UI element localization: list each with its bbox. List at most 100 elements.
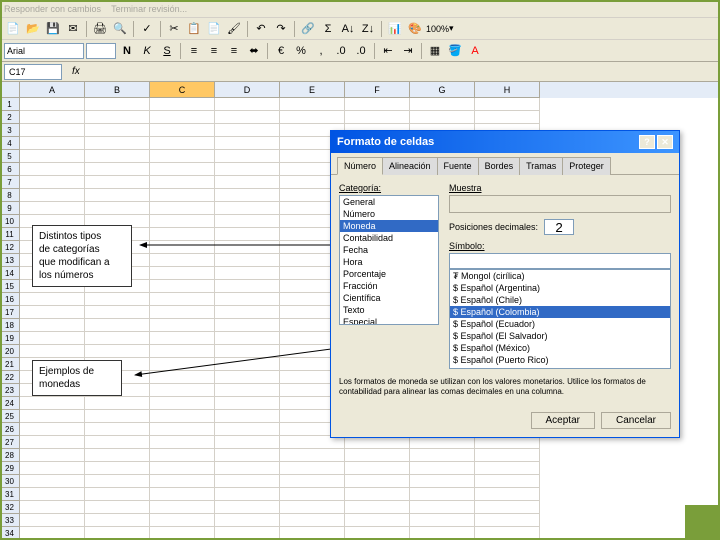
decimal-inc-icon[interactable]: .0	[332, 42, 350, 60]
cell[interactable]	[85, 202, 150, 215]
row-header[interactable]: 24	[0, 397, 20, 410]
symbol-dropdown[interactable]	[449, 253, 671, 269]
cell[interactable]	[475, 527, 540, 540]
cell[interactable]	[150, 488, 215, 501]
cell[interactable]	[20, 176, 85, 189]
row-header[interactable]: 20	[0, 345, 20, 358]
percent-icon[interactable]: %	[292, 42, 310, 60]
cell[interactable]	[150, 514, 215, 527]
cell[interactable]	[215, 436, 280, 449]
underline-button[interactable]: S	[158, 42, 176, 60]
row-header[interactable]: 5	[0, 150, 20, 163]
cell[interactable]	[85, 150, 150, 163]
cell[interactable]	[20, 462, 85, 475]
cell[interactable]	[345, 488, 410, 501]
cell[interactable]	[150, 189, 215, 202]
cell[interactable]	[410, 111, 475, 124]
symbol-item[interactable]: ₮ Mongol (cirílica)	[450, 270, 670, 282]
row-header[interactable]: 22	[0, 371, 20, 384]
cell[interactable]	[150, 124, 215, 137]
cell[interactable]	[20, 527, 85, 540]
cell[interactable]	[150, 215, 215, 228]
cell[interactable]	[20, 98, 85, 111]
category-item[interactable]: Porcentaje	[340, 268, 438, 280]
cell[interactable]	[150, 449, 215, 462]
format-painter-icon[interactable]: 🖌	[225, 20, 243, 38]
ok-button[interactable]: Aceptar	[531, 412, 595, 429]
cell[interactable]	[150, 293, 215, 306]
cell[interactable]	[215, 371, 280, 384]
cell[interactable]	[85, 332, 150, 345]
cell[interactable]	[280, 488, 345, 501]
preview-icon[interactable]: 🔍	[111, 20, 129, 38]
category-item[interactable]: General	[340, 196, 438, 208]
symbol-item[interactable]: $ Español (Colombia)	[450, 306, 670, 318]
category-item[interactable]: Científica	[340, 292, 438, 304]
row-header[interactable]: 19	[0, 332, 20, 345]
cell[interactable]	[215, 475, 280, 488]
cell[interactable]	[85, 137, 150, 150]
italic-button[interactable]: K	[138, 42, 156, 60]
cell[interactable]	[475, 449, 540, 462]
mail-icon[interactable]: ✉	[64, 20, 82, 38]
font-select[interactable]	[4, 43, 84, 59]
row-header[interactable]: 13	[0, 254, 20, 267]
cell[interactable]	[215, 202, 280, 215]
chart-icon[interactable]: 📊	[386, 20, 404, 38]
cell[interactable]	[150, 475, 215, 488]
cell[interactable]	[20, 423, 85, 436]
row-header[interactable]: 33	[0, 514, 20, 527]
cell[interactable]	[20, 475, 85, 488]
cell[interactable]	[150, 332, 215, 345]
cell[interactable]	[215, 358, 280, 371]
cell[interactable]	[215, 228, 280, 241]
row-header[interactable]: 10	[0, 215, 20, 228]
cell[interactable]	[215, 345, 280, 358]
cell[interactable]	[20, 163, 85, 176]
cell[interactable]	[215, 514, 280, 527]
category-item[interactable]: Especial	[340, 316, 438, 325]
cell[interactable]	[410, 449, 475, 462]
cell[interactable]	[215, 306, 280, 319]
cell[interactable]	[150, 280, 215, 293]
cell[interactable]	[150, 527, 215, 540]
category-item[interactable]: Fracción	[340, 280, 438, 292]
cell[interactable]	[215, 176, 280, 189]
column-header[interactable]: A	[20, 82, 85, 98]
cell[interactable]	[20, 111, 85, 124]
merge-icon[interactable]: ⬌	[245, 42, 263, 60]
row-header[interactable]: 11	[0, 228, 20, 241]
cell[interactable]	[215, 163, 280, 176]
cell[interactable]	[280, 98, 345, 111]
cell[interactable]	[85, 436, 150, 449]
row-header[interactable]: 27	[0, 436, 20, 449]
cell[interactable]	[150, 150, 215, 163]
row-header[interactable]: 25	[0, 410, 20, 423]
cell[interactable]	[410, 462, 475, 475]
cell[interactable]	[280, 527, 345, 540]
cell[interactable]	[85, 501, 150, 514]
cancel-button[interactable]: Cancelar	[601, 412, 671, 429]
cell[interactable]	[85, 176, 150, 189]
cell[interactable]	[20, 150, 85, 163]
cell[interactable]	[410, 475, 475, 488]
cell[interactable]	[475, 501, 540, 514]
cell[interactable]	[280, 111, 345, 124]
dialog-titlebar[interactable]: Formato de celdas ? ✕	[331, 131, 679, 153]
cell[interactable]	[85, 306, 150, 319]
cell[interactable]	[345, 98, 410, 111]
cell[interactable]	[215, 462, 280, 475]
cell[interactable]	[85, 449, 150, 462]
row-header[interactable]: 9	[0, 202, 20, 215]
cell[interactable]	[20, 189, 85, 202]
symbol-item[interactable]: $ Español (El Salvador)	[450, 330, 670, 342]
cell[interactable]	[475, 98, 540, 111]
cell[interactable]	[150, 306, 215, 319]
symbol-item[interactable]: $ Español (Ecuador)	[450, 318, 670, 330]
cell[interactable]	[215, 397, 280, 410]
cell[interactable]	[345, 111, 410, 124]
row-header[interactable]: 8	[0, 189, 20, 202]
row-header[interactable]: 3	[0, 124, 20, 137]
fill-color-icon[interactable]: 🪣	[446, 42, 464, 60]
cell[interactable]	[410, 527, 475, 540]
